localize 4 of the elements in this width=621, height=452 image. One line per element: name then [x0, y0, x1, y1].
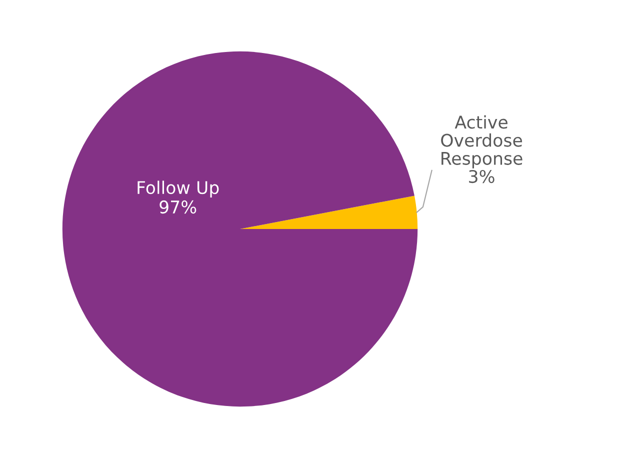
slice-label: Follow Up — [138, 180, 219, 198]
data-label: 97% — [160, 200, 196, 214]
slice-label: Active Overdose Response — [441, 115, 522, 168]
data-label: 3% — [469, 170, 494, 184]
